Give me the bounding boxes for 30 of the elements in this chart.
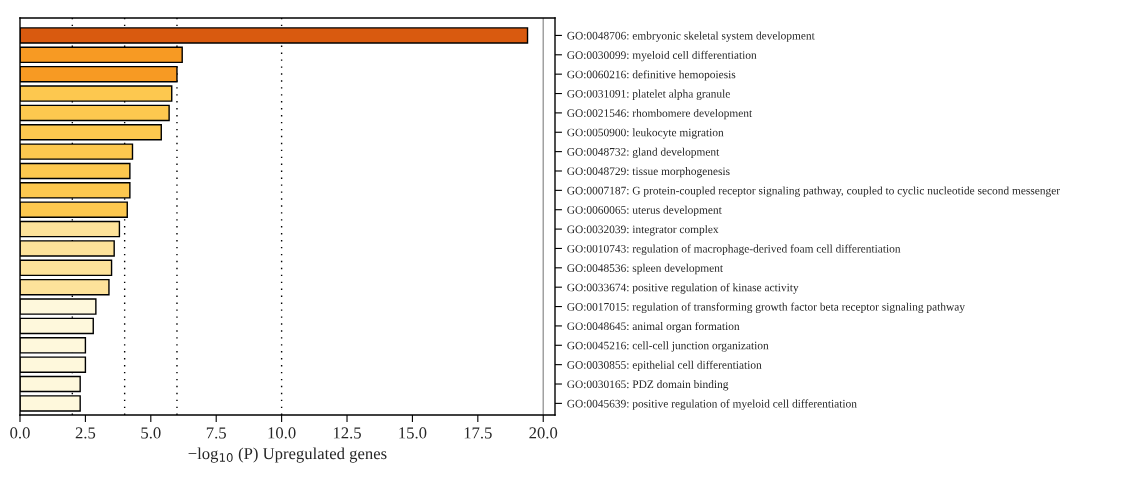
y-tick-label: GO:0050900: leukocyte migration: [567, 128, 724, 139]
x-tick-label: 2.5: [75, 427, 96, 439]
y-tick-label: GO:0060065: uterus development: [567, 205, 722, 217]
y-tick-label: GO:0007187: G protein-coupled receptor signaling pathway, coupled to cyclic nucleotide second messenger: [567, 186, 1060, 197]
y-tick-label: GO:0033674: positive regulation of kinase activity: [567, 283, 799, 294]
y-tick-label: GO:0030165: PDZ domain binding: [567, 380, 729, 391]
y-tick-label: GO:0045639: positive regulation of myeloid cell differentiation: [567, 399, 857, 410]
y-tick-label: GO:0021546: rhombomere development: [567, 108, 753, 120]
y-tick-label: GO:0030099: myeloid cell differentiation: [567, 50, 757, 62]
y-tick-label: GO:0048645: animal organ formation: [567, 321, 740, 333]
y-tick-label: GO:0060216: definitive hemopoiesis: [567, 70, 736, 81]
x-tick-label: 20.0: [529, 427, 558, 439]
y-tick-label: GO:0010743: regulation of macrophage-derived foam cell differentiation: [567, 244, 901, 255]
y-tick-label: GO:0032039: integrator complex: [567, 225, 719, 236]
y-tick-label: GO:0048732: gland development: [567, 147, 720, 159]
x-tick-label: 10.0: [268, 427, 296, 439]
y-tick-label: GO:0045216: cell-cell junction organization: [567, 341, 769, 352]
y-tick-label: GO:0031091: platelet alpha granule: [567, 89, 730, 100]
y-tick-label: GO:0048729: tissue morphogenesis: [567, 167, 730, 178]
y-tick-label: GO:0017015: regulation of transforming growth factor beta receptor signaling pathway: [567, 302, 965, 314]
y-tick-label: GO:0048536: spleen development: [567, 263, 723, 275]
x-tick-label: 12.5: [333, 427, 361, 439]
x-tick-label: 0.0: [10, 427, 30, 439]
x-tick-label: 15.0: [399, 427, 427, 439]
y-tick-label: GO:0048706: embryonic skeletal system development: [567, 31, 815, 42]
y-tick-label: GO:0030855: epithelial cell differentiation: [567, 360, 762, 372]
x-axis-title: −log$_{10}$ (P) Upregulated genes: [188, 447, 387, 463]
x-tick-label: 5.0: [141, 427, 161, 439]
x-tick-label: 17.5: [464, 427, 492, 439]
x-tick-label: 7.5: [206, 427, 226, 439]
